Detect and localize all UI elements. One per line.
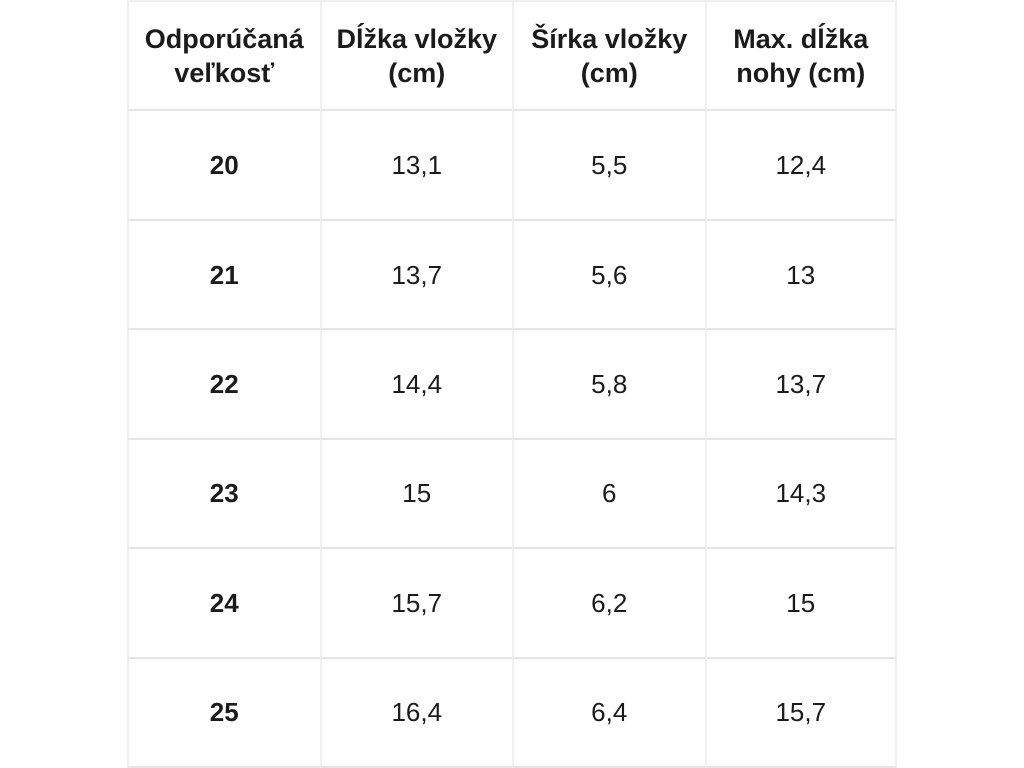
table-cell-insole-width: 6,2: [512, 549, 705, 659]
table-cell-insole-length: 15: [319, 439, 512, 550]
table-cell-max-foot-length: 13: [704, 220, 897, 331]
table-cell-insole-width: 5,6: [512, 220, 705, 331]
table-cell-max-foot-length: 15,7: [704, 658, 897, 768]
table-cell-max-foot-length: 13,7: [704, 330, 897, 440]
table-cell-insole-length: 14,4: [319, 330, 512, 440]
header-cell-recommended-size: Odporúčaná veľkosť: [127, 2, 320, 112]
table-cell-insole-length: 15,7: [319, 549, 512, 659]
header-cell-insole-length: Dĺžka vložky (cm): [319, 2, 512, 112]
table-cell-size: 24: [127, 549, 320, 659]
table-cell-max-foot-length: 12,4: [704, 111, 897, 221]
table-cell-insole-length: 16,4: [319, 658, 512, 768]
table-cell-insole-length: 13,7: [319, 220, 512, 331]
table-cell-size: 23: [127, 439, 320, 550]
shoe-size-table: Odporúčaná veľkosť Dĺžka vložky (cm) Šír…: [127, 0, 897, 768]
table-cell-size: 25: [127, 658, 320, 768]
table-cell-max-foot-length: 14,3: [704, 439, 897, 550]
table-cell-insole-length: 13,1: [319, 111, 512, 221]
header-cell-insole-width: Šírka vložky (cm): [512, 2, 705, 112]
table-cell-size: 22: [127, 330, 320, 440]
table-cell-size: 20: [127, 111, 320, 221]
table-cell-max-foot-length: 15: [704, 549, 897, 659]
table-cell-insole-width: 6,4: [512, 658, 705, 768]
table-cell-insole-width: 5,8: [512, 330, 705, 440]
table-cell-insole-width: 5,5: [512, 111, 705, 221]
table-cell-size: 21: [127, 220, 320, 331]
table-cell-insole-width: 6: [512, 439, 705, 550]
header-cell-max-foot-length: Max. dĺžka nohy (cm): [704, 2, 897, 112]
